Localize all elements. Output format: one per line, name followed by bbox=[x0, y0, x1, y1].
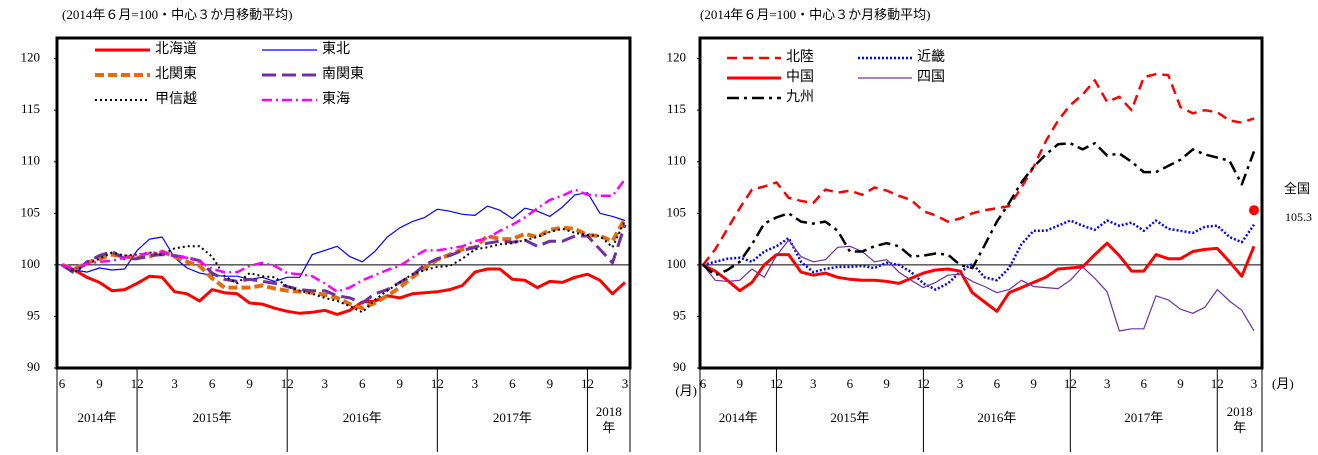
x-tick-label: 3 bbox=[810, 376, 817, 391]
x-tick-label: 6 bbox=[700, 376, 707, 391]
y-tick-label: 105 bbox=[21, 204, 41, 219]
y-tick-label: 100 bbox=[667, 256, 687, 271]
line-series bbox=[61, 217, 627, 311]
legend-label: 北関東 bbox=[155, 66, 197, 82]
legend-label: 四国 bbox=[917, 70, 945, 85]
y-tick-label: 115 bbox=[667, 101, 686, 116]
x-tick-label: 3 bbox=[1104, 376, 1111, 391]
x-tick-label: 9 bbox=[1177, 376, 1184, 391]
x-tick-label: 3 bbox=[622, 376, 629, 391]
year-label: 2015年 bbox=[830, 410, 870, 425]
x-tick-label: 6 bbox=[1141, 376, 1148, 391]
y-tick-label: 120 bbox=[667, 50, 687, 65]
line-series bbox=[61, 220, 626, 314]
plot-frame bbox=[55, 36, 632, 370]
line-series bbox=[702, 72, 1255, 266]
line-series bbox=[61, 263, 627, 316]
x-tick-label: 6 bbox=[994, 376, 1001, 391]
year-label: 2015年 bbox=[192, 410, 232, 425]
plot-frame bbox=[698, 36, 1264, 370]
subtitle: (2014年６月=100・中心３か月移動平均) bbox=[62, 7, 293, 22]
legend-label: 東北 bbox=[322, 41, 350, 57]
legend-label: 中国 bbox=[786, 69, 814, 85]
line-series bbox=[702, 239, 1255, 332]
year-label: 2016年 bbox=[342, 410, 382, 425]
line-series bbox=[702, 241, 1256, 313]
x-tick-label: 6 bbox=[359, 376, 366, 391]
legend-label: 南関東 bbox=[322, 66, 364, 82]
x-tick-label: 9 bbox=[547, 376, 554, 391]
line-series bbox=[61, 178, 626, 293]
year-label: 2014年 bbox=[77, 410, 117, 425]
line-series bbox=[61, 224, 627, 305]
y-tick-label: 115 bbox=[21, 101, 40, 116]
x-tick-label: 9 bbox=[397, 376, 404, 391]
national-value: 105.3 bbox=[1285, 210, 1312, 224]
x-unit: (月) bbox=[675, 383, 697, 398]
y-tick-label: 100 bbox=[21, 256, 41, 271]
line-series bbox=[702, 219, 1256, 291]
x-tick-label: 3 bbox=[472, 376, 479, 391]
national-marker bbox=[1249, 205, 1259, 216]
x-tick-label: 3 bbox=[321, 376, 328, 391]
legend-label: 近畿 bbox=[917, 49, 945, 65]
legend-label: 九州 bbox=[786, 89, 814, 105]
x-tick-label: 9 bbox=[1030, 376, 1037, 391]
subtitle: (2014年６月=100・中心３か月移動平均) bbox=[700, 7, 931, 22]
y-tick-label: 105 bbox=[667, 204, 687, 219]
x-tick-label: 9 bbox=[883, 376, 890, 391]
legend-label: 北海道 bbox=[155, 41, 197, 57]
x-tick-label: 3 bbox=[957, 376, 964, 391]
x-tick-label: 9 bbox=[96, 376, 103, 391]
y-tick-label: 120 bbox=[21, 50, 41, 65]
x-tick-label: 3 bbox=[171, 376, 178, 391]
x-tick-label: 9 bbox=[246, 376, 253, 391]
x-tick-label: 6 bbox=[59, 376, 66, 391]
x-tick-label: 6 bbox=[209, 376, 216, 391]
legend-label: 甲信越 bbox=[155, 91, 197, 107]
y-tick-label: 95 bbox=[673, 307, 686, 322]
x-unit: (月) bbox=[1272, 376, 1294, 391]
year-label: 2017年 bbox=[1124, 410, 1164, 425]
x-tick-label: 9 bbox=[736, 376, 743, 391]
x-tick-label: 3 bbox=[1251, 376, 1258, 391]
year-label: 2014年 bbox=[718, 410, 758, 425]
national-label: 全国 bbox=[1284, 181, 1310, 196]
x-tick-label: 6 bbox=[847, 376, 854, 391]
year-label: 2016年 bbox=[977, 410, 1017, 425]
y-tick-label: 95 bbox=[27, 307, 40, 322]
y-tick-label: 90 bbox=[27, 359, 40, 374]
y-tick-label: 90 bbox=[673, 359, 686, 374]
legend-label: 北陸 bbox=[786, 49, 814, 65]
year-label: 2017年 bbox=[492, 410, 532, 425]
x-tick-label: 6 bbox=[509, 376, 516, 391]
y-tick-label: 110 bbox=[667, 153, 686, 168]
legend-label: 東海 bbox=[322, 91, 350, 107]
year-label: 2018年 bbox=[595, 404, 622, 435]
year-label: 2018年 bbox=[1226, 404, 1253, 435]
y-tick-label: 110 bbox=[21, 153, 40, 168]
line-series bbox=[61, 192, 626, 282]
